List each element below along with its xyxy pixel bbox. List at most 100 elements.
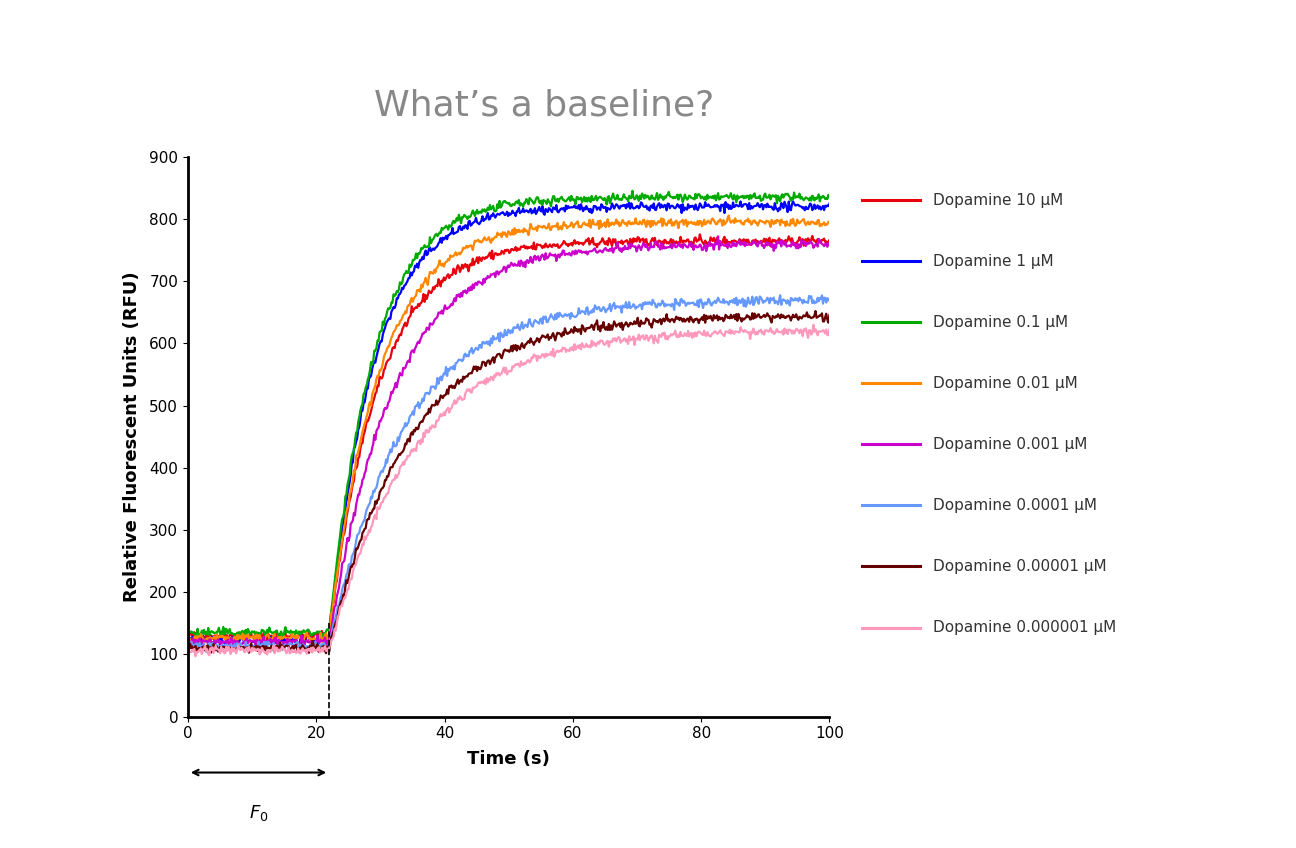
Line: Dopamine 0.01 μM: Dopamine 0.01 μM <box>188 215 829 643</box>
Dopamine 10 μM <box>294 630 310 640</box>
Line: Dopamine 10 μM: Dopamine 10 μM <box>188 234 829 641</box>
Dopamine 0.0001 μM <box>198 647 214 657</box>
Dopamine 10 μM <box>692 229 708 239</box>
Dopamine 1 μM <box>609 200 625 210</box>
Line: Dopamine 0.001 μM: Dopamine 0.001 μM <box>188 237 829 647</box>
Text: Dopamine 0.001 μM: Dopamine 0.001 μM <box>933 437 1087 452</box>
Dopamine 10 μM <box>346 476 362 486</box>
Dopamine 0.000001 μM <box>822 324 837 334</box>
Dopamine 1 μM <box>346 444 362 454</box>
Text: Dopamine 0.00001 μM: Dopamine 0.00001 μM <box>933 559 1107 574</box>
Dopamine 0.01 μM <box>315 638 330 648</box>
Dopamine 0.001 μM <box>180 639 196 649</box>
Text: Dopamine 0.0001 μM: Dopamine 0.0001 μM <box>933 498 1098 513</box>
Dopamine 0.01 μM <box>294 636 310 646</box>
Dopamine 0.00001 μM <box>472 364 487 374</box>
Dopamine 0.0001 μM <box>665 298 680 309</box>
Text: ION: ION <box>101 15 127 29</box>
Dopamine 0.00001 μM <box>609 320 625 330</box>
Line: Dopamine 0.000001 μM: Dopamine 0.000001 μM <box>188 325 829 656</box>
Y-axis label: Relative Fluorescent Units (RFU): Relative Fluorescent Units (RFU) <box>123 271 141 602</box>
Line: Dopamine 0.0001 μM: Dopamine 0.0001 μM <box>188 295 829 652</box>
Dopamine 1 μM <box>822 198 837 209</box>
Dopamine 10 μM <box>472 252 487 262</box>
Dopamine 10 μM <box>259 636 275 646</box>
Dopamine 0.00001 μM <box>807 306 823 316</box>
Dopamine 0.001 μM <box>306 642 321 652</box>
Dopamine 0.01 μM <box>822 217 837 227</box>
Dopamine 0.00001 μM <box>560 329 575 339</box>
Text: Dopamine 0.1 μM: Dopamine 0.1 μM <box>933 315 1068 330</box>
Dopamine 0.001 μM <box>609 237 625 248</box>
Dopamine 0.000001 μM <box>665 331 680 341</box>
Dopamine 0.001 μM <box>560 248 575 259</box>
Dopamine 1 μM <box>665 201 680 211</box>
Dopamine 0.01 μM <box>180 628 196 639</box>
Dopamine 10 μM <box>560 239 575 249</box>
Line: Dopamine 0.1 μM: Dopamine 0.1 μM <box>188 191 829 638</box>
Dopamine 0.0001 μM <box>346 547 362 557</box>
Dopamine 1 μM <box>560 204 575 214</box>
Dopamine 0.0001 μM <box>180 644 196 655</box>
Dopamine 0.0001 μM <box>772 290 788 300</box>
Dopamine 0.001 μM <box>294 630 310 640</box>
Dopamine 0.000001 μM <box>472 377 487 388</box>
Dopamine 0.01 μM <box>721 210 736 220</box>
Dopamine 0.1 μM <box>822 192 837 203</box>
Dopamine 10 μM <box>180 629 196 639</box>
Dopamine 0.1 μM <box>665 193 680 204</box>
Dopamine 0.001 μM <box>665 243 680 254</box>
Dopamine 1 μM <box>229 641 245 651</box>
Dopamine 0.000001 μM <box>294 644 310 654</box>
Dopamine 1 μM <box>294 632 310 642</box>
Dopamine 0.001 μM <box>472 276 487 287</box>
Dopamine 0.1 μM <box>560 195 575 205</box>
Dopamine 0.000001 μM <box>560 344 575 354</box>
Dopamine 10 μM <box>822 235 837 245</box>
Dopamine 1 μM <box>472 219 487 229</box>
X-axis label: Time (s): Time (s) <box>468 750 550 767</box>
Dopamine 0.01 μM <box>560 223 575 233</box>
Dopamine 0.1 μM <box>625 186 640 196</box>
Dopamine 0.1 μM <box>294 628 310 638</box>
Dopamine 0.0001 μM <box>560 311 575 321</box>
Text: Dopamine 0.01 μM: Dopamine 0.01 μM <box>933 376 1078 391</box>
Dopamine 10 μM <box>665 238 680 248</box>
Dopamine 1 μM <box>785 196 801 206</box>
Dopamine 0.001 μM <box>822 239 837 249</box>
Dopamine 0.000001 μM <box>806 320 822 330</box>
Line: Dopamine 1 μM: Dopamine 1 μM <box>188 201 829 646</box>
Dopamine 0.0001 μM <box>472 340 487 350</box>
Dopamine 0.000001 μM <box>180 644 196 655</box>
Dopamine 0.1 μM <box>609 190 625 200</box>
Dopamine 0.0001 μM <box>294 639 310 650</box>
Text: $F_0$: $F_0$ <box>249 803 268 823</box>
Text: What’s a baseline?: What’s a baseline? <box>375 89 714 123</box>
Dopamine 0.000001 μM <box>188 651 203 661</box>
Dopamine 0.01 μM <box>346 465 362 475</box>
Dopamine 1 μM <box>180 634 196 644</box>
Bar <box>16 7 87 51</box>
Text: Dopamine 10 μM: Dopamine 10 μM <box>933 192 1064 208</box>
Text: Dopamine 0.000001 μM: Dopamine 0.000001 μM <box>933 620 1116 635</box>
Line: Dopamine 0.00001 μM: Dopamine 0.00001 μM <box>188 311 829 653</box>
Dopamine 0.1 μM <box>276 633 292 643</box>
Dopamine 0.01 μM <box>472 237 487 247</box>
Dopamine 0.001 μM <box>710 232 726 242</box>
Dopamine 0.0001 μM <box>822 296 837 306</box>
Dopamine 0.1 μM <box>472 207 487 217</box>
Dopamine 10 μM <box>609 238 625 248</box>
Dopamine 0.1 μM <box>180 628 196 638</box>
Dopamine 0.000001 μM <box>346 562 362 572</box>
Text: BIOSCIENCES: BIOSCIENCES <box>101 37 158 46</box>
Dopamine 0.0001 μM <box>609 301 625 311</box>
Dopamine 0.1 μM <box>346 446 362 456</box>
Dopamine 0.01 μM <box>609 219 625 229</box>
Dopamine 0.00001 μM <box>665 314 680 324</box>
Dopamine 0.00001 μM <box>294 644 310 655</box>
Dopamine 0.000001 μM <box>609 333 625 343</box>
Dopamine 0.00001 μM <box>180 644 196 655</box>
Dopamine 0.00001 μM <box>822 310 837 320</box>
Dopamine 0.01 μM <box>665 220 680 231</box>
Text: Dopamine 1 μM: Dopamine 1 μM <box>933 254 1054 269</box>
